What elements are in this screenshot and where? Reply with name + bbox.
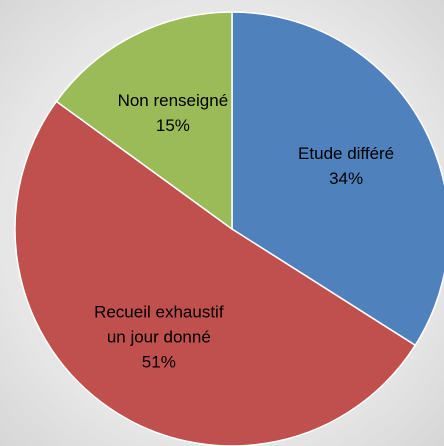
category-label: Etude différé — [298, 144, 395, 164]
slice-label: Recueil exhaustif un jour donné 51% — [94, 299, 224, 374]
value-label: 15% — [155, 115, 190, 135]
pie-slice — [55, 11, 233, 231]
category-label: Non renseigné — [117, 90, 229, 110]
category-label: Recueil exhaustif un jour donné — [94, 302, 224, 347]
slice-label: Non renseigné 15% — [108, 88, 238, 138]
pie-slice — [14, 100, 417, 446]
slice-label: Etude différé 34% — [281, 141, 411, 191]
value-label: 51% — [141, 352, 176, 372]
value-label: 34% — [329, 169, 364, 189]
